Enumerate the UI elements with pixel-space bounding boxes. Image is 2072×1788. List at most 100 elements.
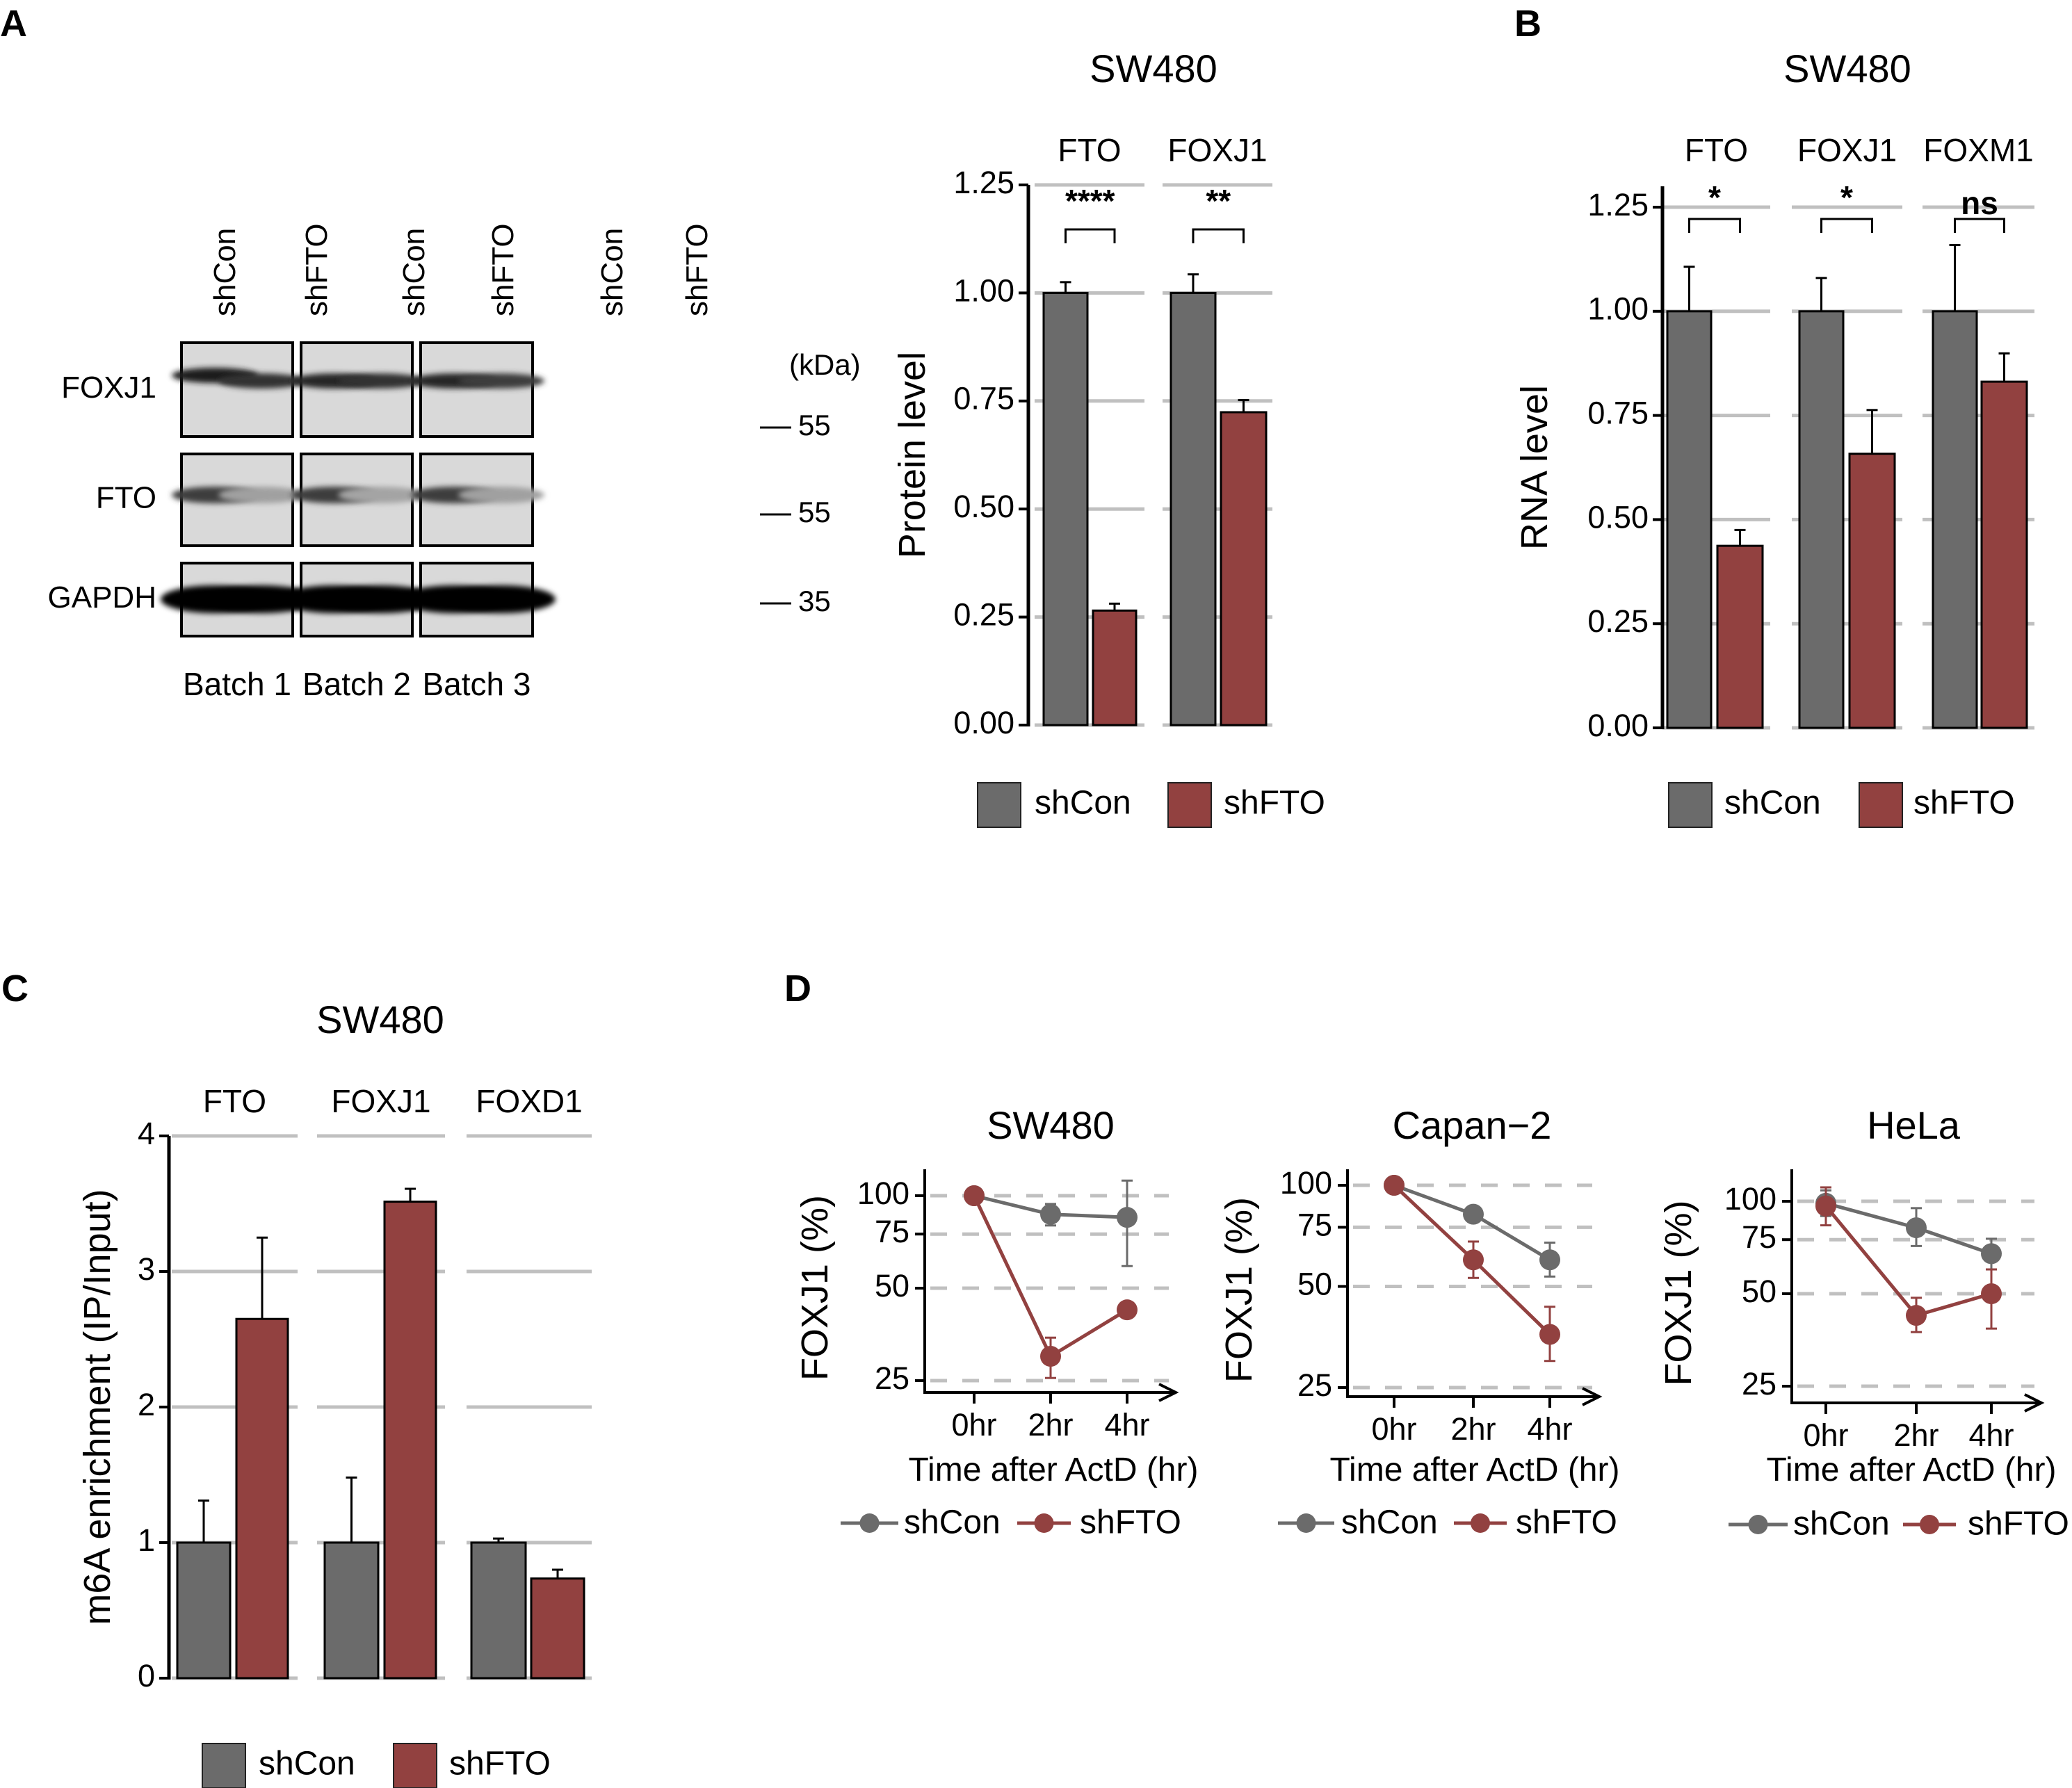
significance-bracket: [1954, 218, 2005, 233]
legend-swatch-shFTO: [1167, 782, 1212, 828]
chart-title: HeLa: [1867, 1103, 1961, 1147]
blot-band: [458, 487, 544, 503]
blot-box: [300, 341, 414, 438]
y-tick-label: 0.25: [1587, 603, 1649, 639]
significance-label: ****: [1065, 183, 1115, 219]
y-tick-label: 0.00: [953, 705, 1014, 740]
y-tick-label: 50: [1297, 1266, 1332, 1301]
data-point-shFTO: [1539, 1324, 1560, 1345]
y-tick-label: 25: [1742, 1366, 1776, 1401]
y-tick-label: 50: [1742, 1274, 1776, 1309]
blot-row-label: FTO: [96, 481, 156, 515]
y-tick-label: 100: [857, 1176, 909, 1211]
legend-marker-shCon: [1296, 1513, 1316, 1533]
kda-label: (kDa): [789, 348, 861, 381]
panel-letter-b: B: [1514, 3, 1541, 44]
x-tick-label: 0hr: [951, 1407, 996, 1442]
facet-label: FTO: [1685, 132, 1748, 168]
bar-shFTO: [1220, 411, 1268, 726]
y-tick-label: 0.75: [953, 381, 1014, 416]
y-tick-label: 1.25: [953, 165, 1014, 200]
bar-shFTO: [1716, 544, 1764, 729]
y-tick-label: 0.00: [1587, 708, 1649, 743]
facet-label: FOXJ1: [331, 1083, 430, 1119]
x-axis-label: Time after ActD (hr): [1767, 1452, 2057, 1488]
y-tick-label: 75: [1742, 1219, 1776, 1255]
x-tick-label: 4hr: [1968, 1417, 2014, 1453]
x-tick-label: 2hr: [1450, 1411, 1496, 1447]
lane-label: shCon: [208, 228, 242, 316]
blot-box: [419, 341, 534, 438]
facet-label: FTO: [203, 1083, 266, 1119]
facet-label: FOXM1: [1923, 132, 2033, 168]
y-tick-label: 4: [138, 1116, 155, 1151]
legend-label: shFTO: [1080, 1504, 1181, 1541]
significance-bracket: [1192, 228, 1245, 243]
facet-label: FOXJ1: [1167, 132, 1267, 168]
significance-label: ns: [1961, 185, 1998, 221]
legend-label: shCon: [1793, 1506, 1890, 1543]
y-tick-label: 1.00: [953, 273, 1014, 308]
western-blot: shCon shFTO shCon shFTO shCon shFTO FOXJ1 FTO GA…: [48, 223, 861, 702]
bar-shCon: [470, 1541, 527, 1680]
y-axis-label: Protein level: [891, 352, 933, 558]
significance-label: **: [1206, 183, 1231, 219]
y-tick-label: 25: [875, 1360, 909, 1396]
y-tick-label: 0.75: [1587, 395, 1649, 430]
data-point-shCon: [1117, 1207, 1138, 1228]
x-tick-label: 4hr: [1527, 1411, 1572, 1447]
y-tick-label: 50: [875, 1268, 909, 1303]
facet-label: FOXJ1: [1797, 132, 1897, 168]
blot-band: [446, 585, 556, 613]
significance-label: *: [1840, 179, 1853, 216]
significance-bracket: [1688, 218, 1741, 233]
facet-label: FOXD1: [476, 1083, 582, 1119]
legend-swatch-shCon: [977, 782, 1021, 828]
blot-row-label: FOXJ1: [61, 371, 156, 405]
x-tick-label: 2hr: [1028, 1407, 1073, 1442]
legend-label: shCon: [1035, 785, 1131, 822]
blot-band: [218, 373, 305, 389]
chart-rna-level: SW480 0.00 0.25 0.50 0.75 1.00 1.25 FTO * FOXJ1 * F…: [1514, 47, 2034, 828]
chart-decay-capan2: Capan−2 25 50 75 100 0hr 2hr 4hr Time after ActD…: [1218, 1103, 1619, 1541]
x-axis-label: Time after ActD (hr): [1330, 1452, 1620, 1488]
batch-label: Batch 2: [302, 666, 411, 702]
chart-title: SW480: [1783, 47, 1911, 90]
bar-shCon: [1932, 310, 1978, 729]
legend-label: shCon: [1341, 1504, 1438, 1541]
bar-shCon: [176, 1541, 232, 1680]
data-point-shFTO: [1117, 1299, 1138, 1321]
y-tick-label: 25: [1297, 1367, 1332, 1403]
blot-band: [458, 373, 544, 389]
bar-shFTO: [235, 1317, 289, 1680]
bar-shCon: [1042, 291, 1089, 726]
data-point-shFTO: [964, 1185, 985, 1206]
x-tick-label: 0hr: [1371, 1411, 1416, 1447]
legend-label: shFTO: [1968, 1506, 2069, 1543]
data-point-shCon: [1906, 1217, 1927, 1239]
data-point-shFTO: [1463, 1249, 1484, 1271]
chart-title: SW480: [987, 1103, 1115, 1147]
bar-shCon: [1666, 310, 1713, 729]
data-point-shFTO: [1906, 1305, 1927, 1326]
legend-label: shCon: [904, 1504, 1001, 1541]
bar-shFTO: [1092, 609, 1138, 726]
bar-shFTO: [383, 1201, 437, 1680]
panel-letter-a: A: [0, 3, 27, 44]
y-tick-label: 0.50: [953, 489, 1014, 524]
data-point-shCon: [1539, 1249, 1560, 1271]
chart-title: Capan−2: [1393, 1103, 1552, 1147]
legend-marker-shFTO: [1471, 1513, 1490, 1533]
batch-label: Batch 1: [183, 666, 291, 702]
legend-label: shFTO: [1913, 785, 2015, 822]
y-tick-label: 3: [138, 1251, 155, 1287]
bar-shFTO: [1848, 453, 1896, 729]
x-tick-label: 4hr: [1104, 1407, 1149, 1442]
legend-label: shFTO: [1516, 1504, 1617, 1541]
bar-shFTO: [1980, 380, 2028, 729]
marker-label: 55: [798, 409, 831, 441]
bar-shCon: [323, 1541, 380, 1680]
marker-label: 55: [798, 496, 831, 528]
